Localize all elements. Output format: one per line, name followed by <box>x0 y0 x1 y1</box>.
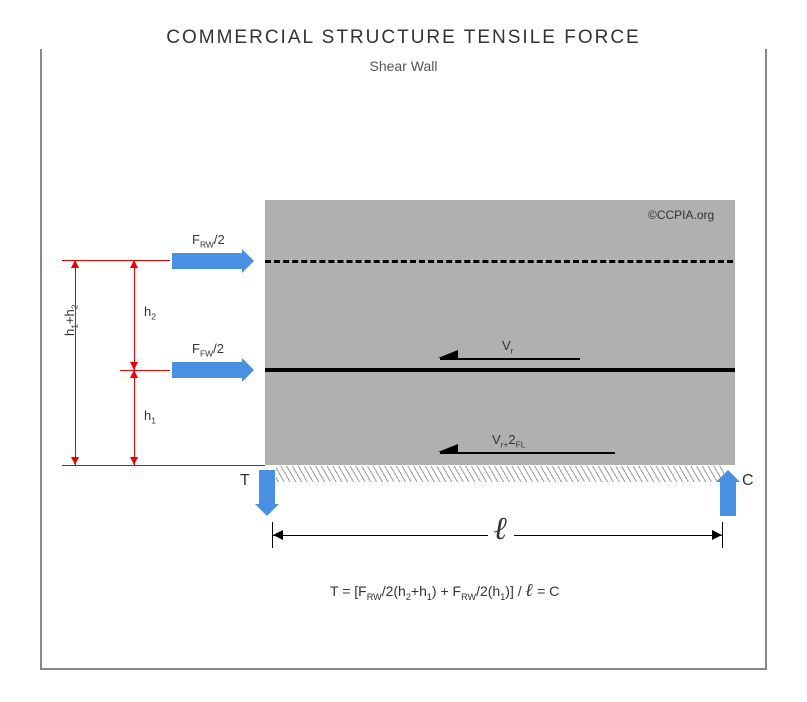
dim-ext-mid <box>120 370 170 371</box>
shear-arrow-vr2fl <box>440 452 615 454</box>
diagram-canvas: ©CCPIA.org FRW/2 FFW/2 h1+h2 h2 h1 Vr Vr… <box>40 90 767 670</box>
shear-wall <box>265 200 735 465</box>
dim-l-arrow-left <box>273 530 283 540</box>
shear-label-vr2fl: Vr+2FL <box>492 432 526 450</box>
floor-line-top-dashed <box>265 260 733 263</box>
force-arrow-mid <box>172 362 242 378</box>
title-wrap: COMMERCIAL STRUCTURE TENSILE FORCE <box>0 27 807 49</box>
force-label-mid: FFW/2 <box>192 341 224 359</box>
force-label-top: FRW/2 <box>192 232 225 250</box>
dim-h2-arrow-up <box>130 260 138 268</box>
formula-text: T = [FRW/2(h2+h1) + FRW/2(h1)] / ℓ = C <box>330 580 559 602</box>
page-subtitle: Shear Wall <box>0 58 807 74</box>
ground-hatch <box>276 466 724 482</box>
dim-h1-label: h1 <box>144 408 156 426</box>
dim-ext-bot <box>62 465 265 466</box>
dim-h1h2-line <box>75 260 76 465</box>
force-arrow-top <box>172 253 242 269</box>
tension-label: T <box>240 472 250 490</box>
dim-h2-arrow-down <box>130 362 138 370</box>
page-title: COMMERCIAL STRUCTURE TENSILE FORCE <box>146 27 660 49</box>
dim-h2-line <box>134 260 135 370</box>
dim-h1-arrow-up <box>130 370 138 378</box>
dim-h2-label: h2 <box>144 304 156 322</box>
copyright-text: ©CCPIA.org <box>648 208 714 222</box>
dim-l-label: ℓ <box>488 510 514 547</box>
tension-arrow <box>259 470 275 504</box>
dim-h1h2-label: h1+h2 <box>62 305 80 336</box>
dim-h1h2-arrow-up <box>71 260 79 268</box>
floor-line-mid-solid <box>265 368 735 372</box>
compression-arrow <box>720 482 736 516</box>
dim-h1-line <box>134 370 135 465</box>
shear-arrow-vr <box>440 358 580 360</box>
shear-label-vr: Vr <box>502 338 513 356</box>
dim-h1-arrow-down <box>130 457 138 465</box>
compression-label: C <box>742 472 754 490</box>
dim-l-tick-right <box>722 522 723 548</box>
dim-l-arrow-right <box>712 530 722 540</box>
dim-h1h2-arrow-down <box>71 457 79 465</box>
